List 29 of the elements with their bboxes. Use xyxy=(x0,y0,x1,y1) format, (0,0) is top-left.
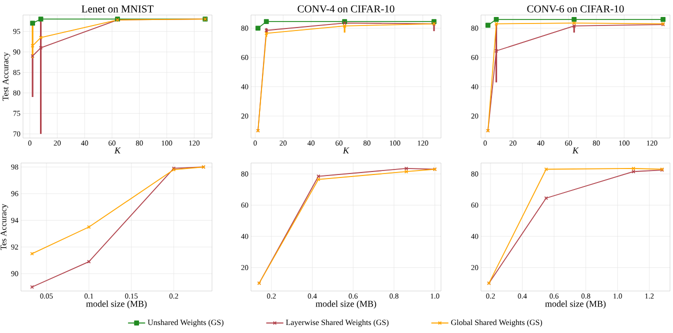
chart-title: Lenet on MNIST xyxy=(82,5,154,12)
point xyxy=(486,22,490,28)
x-axis-title: K xyxy=(572,147,579,154)
x-axis-title: K xyxy=(342,147,350,154)
point xyxy=(264,19,269,24)
point xyxy=(316,178,320,182)
legend-label: Global Shared Weights (GS) xyxy=(451,319,542,327)
chart-title: CONV-4 on CIFAR-10 xyxy=(298,5,394,12)
point xyxy=(30,20,36,26)
point xyxy=(494,16,499,22)
legend-label: Layerwise Shared Weights (GS) xyxy=(286,319,389,327)
point xyxy=(494,22,498,26)
x-axis-title: model size (MB) xyxy=(545,300,606,309)
point xyxy=(87,260,91,264)
point xyxy=(256,26,260,31)
chart-title: CONV-6 on CIFAR-10 xyxy=(527,5,624,12)
point xyxy=(572,16,577,22)
legend-label: Unshared Weights (GS) xyxy=(148,319,224,327)
point xyxy=(632,170,636,174)
y-axis-title: Test Accuracy xyxy=(2,52,10,101)
x-axis-title: model size (MB) xyxy=(316,300,376,309)
point xyxy=(632,166,636,170)
x-axis-title: K xyxy=(114,147,121,154)
x-axis-title: model size (MB) xyxy=(86,300,147,309)
point xyxy=(544,196,548,200)
y-axis-title: Tes Accuracy xyxy=(0,204,8,250)
point xyxy=(660,16,666,22)
point xyxy=(38,16,44,22)
point xyxy=(87,225,91,229)
